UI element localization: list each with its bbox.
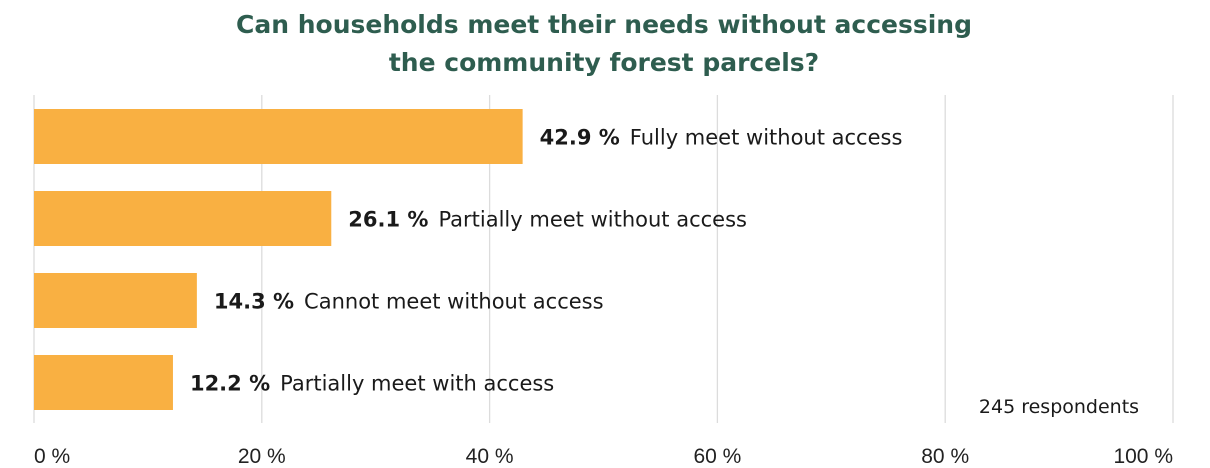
chart-title-line-1: Can households meet their needs without …: [236, 10, 972, 39]
bar-value-label: 26.1 %: [348, 208, 428, 232]
bar: [34, 191, 332, 246]
x-axis-ticks: 0 % 20 % 40 % 60 % 80 % 100 %: [34, 445, 1173, 468]
bar: [34, 355, 173, 410]
x-tick-label: 80 %: [921, 445, 969, 468]
bar-value-label: 42.9 %: [540, 126, 620, 150]
x-tick-label: 60 %: [693, 445, 741, 468]
bar-value-label: 14.3 %: [214, 290, 294, 314]
bar-label: 26.1 % Partially meet without access: [348, 208, 747, 232]
bar-label: 14.3 % Cannot meet without access: [214, 290, 604, 314]
bar-label: 42.9 % Fully meet without access: [540, 126, 903, 150]
bar: [34, 109, 523, 164]
bar-category-label: Fully meet without access: [630, 126, 903, 150]
bar-category-label: Cannot meet without access: [304, 290, 604, 314]
x-tick-label: 0 %: [34, 445, 70, 468]
respondents-note: 245 respondents: [979, 396, 1139, 418]
bar-value-label: 12.2 %: [190, 372, 270, 396]
x-tick-label: 40 %: [466, 445, 514, 468]
x-tick-label: 100 %: [1113, 445, 1173, 468]
bar-category-label: Partially meet without access: [438, 208, 747, 232]
chart-title-line-2: the community forest parcels?: [389, 48, 819, 77]
bars: [34, 109, 523, 410]
bar-labels: 42.9 % Fully meet without access 26.1 % Par…: [190, 126, 902, 396]
chart-title: Can households meet their needs without …: [236, 10, 972, 77]
bar-label: 12.2 % Partially meet with access: [190, 372, 554, 396]
x-tick-label: 20 %: [238, 445, 286, 468]
bar-category-label: Partially meet with access: [280, 372, 554, 396]
bar: [34, 273, 197, 328]
